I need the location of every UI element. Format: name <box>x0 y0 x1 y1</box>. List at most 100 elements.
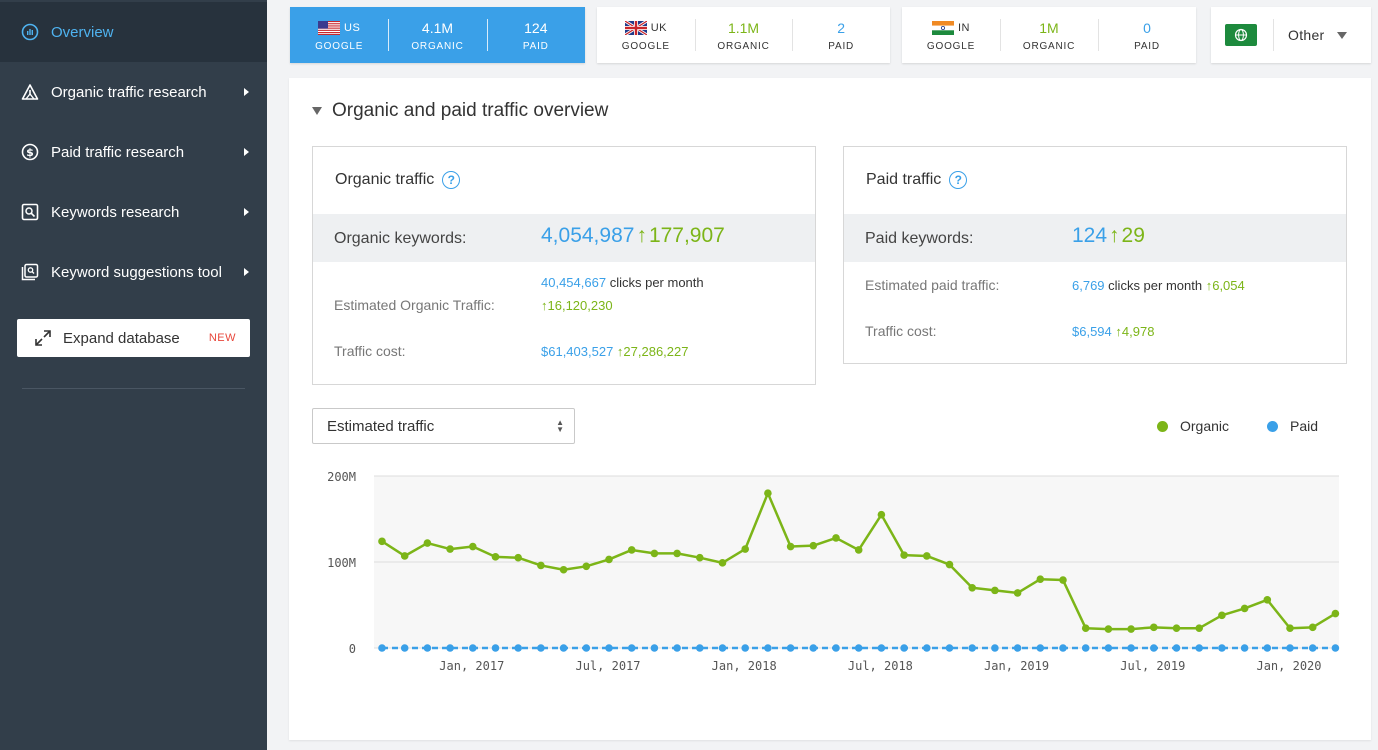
organic-data-point <box>1286 624 1294 633</box>
paid-data-point <box>1218 644 1226 652</box>
traffic-line-chart: 200M 100M 0 Jan, 2017 Jul, 2017 Jan, 2018 Jul,… <box>327 470 1340 673</box>
organic-data-point <box>923 552 931 560</box>
organic-data-point <box>1172 624 1181 633</box>
organic-data-point <box>809 541 818 550</box>
sidebar-item-keywords-research[interactable]: Keywords research <box>0 182 267 242</box>
organic-data-point <box>559 565 568 574</box>
metric-select[interactable]: Estimated traffic ▲ ▼ <box>312 408 575 444</box>
organic-data-point <box>378 537 386 546</box>
collapse-triangle-icon <box>312 107 322 115</box>
sidebar-item-label: Keywords research <box>51 203 180 221</box>
paid-keywords-value[interactable]: 124 <box>1072 224 1108 247</box>
section-toggle[interactable]: Organic and paid traffic overview <box>312 100 608 122</box>
x-tick-label: Jan, 2018 <box>712 659 777 673</box>
paid-data-point <box>741 644 749 652</box>
paid-data-point <box>1059 644 1067 652</box>
paid-traffic-line: 6,769 clicks per month ↑6,054 <box>1072 278 1245 293</box>
legend-item-paid[interactable]: Paid <box>1267 418 1318 434</box>
expand-database-label: Expand database <box>63 329 180 347</box>
chevron-right-icon <box>244 148 249 156</box>
organic-data-point <box>1240 604 1249 613</box>
dollar-icon: $ <box>20 142 40 162</box>
organic-data-point <box>900 551 908 559</box>
organic-data-point <box>423 539 432 547</box>
organic-data-point <box>854 546 863 554</box>
organic-keywords-value[interactable]: 4,054,987 <box>541 224 635 247</box>
legend-label: Paid <box>1290 418 1319 434</box>
paid-data-point <box>400 644 409 652</box>
select-arrows-icon: ▲ ▼ <box>556 418 564 434</box>
legend-item-organic[interactable]: Organic <box>1157 418 1229 434</box>
organic-data-point <box>696 553 704 562</box>
up-arrow-icon: ↑ <box>636 224 647 247</box>
keyword-search-icon <box>20 202 40 222</box>
paid-data-point <box>559 644 568 652</box>
paid-count: 2 <box>837 19 846 36</box>
paid-data-point <box>469 644 477 652</box>
paid-data-point <box>877 644 886 652</box>
organic-data-point <box>718 559 727 567</box>
db-organic-cell: 1.1M ORGANIC <box>694 7 793 63</box>
organic-data-point <box>786 542 795 551</box>
warning-triangle-icon <box>20 82 40 102</box>
sidebar: Overview Organic traffic research $ Paid… <box>0 0 267 750</box>
db-engine-cell: US GOOGLE <box>290 7 388 63</box>
organic-cost-value[interactable]: $61,403,527 <box>541 344 614 359</box>
sidebar-item-keyword-suggestions-tool[interactable]: Keyword suggestions tool <box>0 242 267 302</box>
sidebar-item-paid-traffic-research[interactable]: $ Paid traffic research <box>0 122 267 182</box>
organic-traffic-card: Organic traffic ? Organic keywords: 4,05… <box>312 146 816 385</box>
organic-data-point <box>877 510 886 519</box>
paid-data-point <box>582 644 591 652</box>
paid-data-point <box>832 644 840 652</box>
svg-text:$: $ <box>26 146 34 159</box>
paid-data-point <box>764 644 772 652</box>
organic-traffic-delta: 16,120,230 <box>547 298 613 313</box>
paid-data-point <box>1013 644 1022 652</box>
up-arrow-icon: ↑ <box>1115 324 1122 339</box>
paid-data-point <box>809 644 818 652</box>
database-tab-uk[interactable]: UK GOOGLE 1.1M ORGANIC 2 PAID <box>597 7 890 63</box>
paid-data-point <box>491 644 500 652</box>
paid-data-point <box>514 644 522 652</box>
organic-data-point <box>537 561 545 570</box>
other-databases-dropdown[interactable]: Other <box>1211 7 1371 63</box>
sidebar-item-organic-traffic-research[interactable]: Organic traffic research <box>0 62 267 122</box>
suggestions-icon <box>20 262 40 282</box>
paid-count: 124 <box>524 19 548 36</box>
sidebar-item-overview[interactable]: Overview <box>0 2 267 62</box>
paid-data-point <box>1104 644 1113 652</box>
paid-data-point <box>1331 644 1340 652</box>
paid-traffic-card: Paid traffic ? Paid keywords: 124 ↑ 29 E… <box>843 146 1347 364</box>
expand-database-button[interactable]: Expand database NEW <box>17 319 250 357</box>
engine-label: GOOGLE <box>315 40 364 52</box>
organic-data-point <box>945 560 954 569</box>
keywords-row: Paid keywords: 124 ↑ 29 <box>844 214 1346 262</box>
database-tab-us[interactable]: US GOOGLE 4.1M ORGANIC 124 PAID <box>290 7 585 63</box>
paid-data-point <box>786 644 795 652</box>
paid-data-point <box>945 644 954 652</box>
legend-label: Organic <box>1180 418 1230 434</box>
paid-data-point <box>718 644 727 652</box>
card-title: Paid traffic <box>866 171 942 188</box>
y-tick-label: 200M <box>327 470 356 484</box>
overview-panel: Organic and paid traffic overview Organi… <box>289 78 1371 740</box>
paid-label: PAID <box>522 40 549 52</box>
organic-traffic-value[interactable]: 40,454,667 <box>541 275 607 290</box>
help-icon[interactable]: ? <box>949 171 968 189</box>
paid-data-point <box>423 644 432 652</box>
organic-data-point <box>400 552 409 560</box>
organic-data-point <box>1081 624 1090 633</box>
organic-count: 1M <box>1039 19 1059 36</box>
help-icon[interactable]: ? <box>442 171 461 189</box>
paid-traffic-value[interactable]: 6,769 <box>1072 278 1105 293</box>
paid-dot-icon <box>1267 420 1278 432</box>
paid-cost-value[interactable]: $6,594 <box>1072 324 1112 339</box>
sidebar-item-label: Organic traffic research <box>51 83 207 101</box>
database-tab-in[interactable]: IN GOOGLE 1M ORGANIC 0 PAID <box>902 7 1196 63</box>
divider <box>1273 19 1274 51</box>
organic-label: ORGANIC <box>411 40 464 52</box>
db-engine-cell: IN GOOGLE <box>902 7 1000 63</box>
organic-label: ORGANIC <box>1022 40 1076 52</box>
paid-data-point <box>1286 644 1294 652</box>
sidebar-item-label: Keyword suggestions tool <box>51 263 222 281</box>
